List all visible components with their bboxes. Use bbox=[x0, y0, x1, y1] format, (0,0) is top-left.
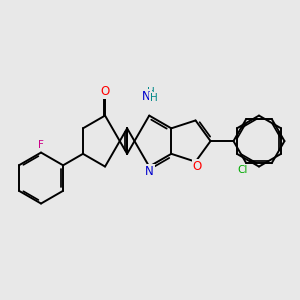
Text: Cl: Cl bbox=[237, 165, 247, 175]
Text: O: O bbox=[193, 160, 202, 173]
Text: H: H bbox=[150, 93, 158, 103]
Text: O: O bbox=[100, 85, 110, 98]
Text: F: F bbox=[38, 140, 44, 150]
Text: N: N bbox=[142, 90, 151, 103]
Text: H: H bbox=[147, 87, 154, 97]
Text: N: N bbox=[145, 165, 154, 178]
